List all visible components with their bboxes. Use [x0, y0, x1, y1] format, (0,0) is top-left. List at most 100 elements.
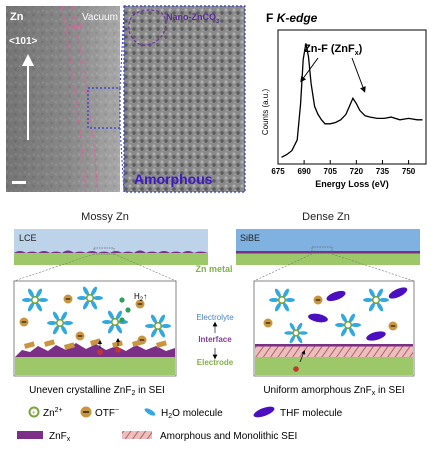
x-tick-label: 735: [376, 167, 390, 176]
svg-text:+: +: [32, 411, 36, 417]
nano-znco3-label: Nano-ZnCO3: [166, 12, 220, 25]
h2o-molecule: [284, 331, 294, 335]
crystalline-znf2: [44, 339, 55, 347]
lce-zn-metal: [14, 253, 208, 265]
thf-icon: [253, 406, 275, 418]
h2o-molecule: [282, 302, 290, 312]
lce-zoom-box: [93, 247, 115, 255]
zoom-connector-top: [119, 11, 125, 89]
h2o-molecule: [282, 288, 290, 298]
legend: + Zn2+ OTF− H2O molecule THF molecule Zn…: [17, 406, 343, 443]
sibe-amorphous-sei: [255, 346, 413, 357]
h2o-molecule: [296, 322, 303, 331]
h2o-molecule: [368, 302, 376, 312]
legend-zn-ion-label: Zn2+: [43, 407, 63, 419]
legend-h2o-label: H2O molecule: [161, 408, 223, 420]
h2o-molecule: [22, 298, 32, 302]
h2o-cluster: [47, 311, 73, 335]
x-tick-label: 705: [324, 167, 338, 176]
eels-background: [258, 6, 429, 190]
zn-ion: [85, 293, 95, 303]
peak-arrow-2: [351, 57, 366, 93]
h2o-molecule: [379, 298, 389, 302]
h2o-molecule: [60, 311, 68, 321]
zn-ion: [292, 329, 300, 337]
h2o-molecule: [351, 323, 361, 327]
thf-molecule: [366, 331, 386, 341]
legend-thf-label: THF molecule: [280, 408, 343, 419]
h2o-molecule: [376, 302, 384, 312]
sibe-molecules: [263, 287, 408, 372]
eels-peak-label: Zn-F (ZnFx): [304, 43, 363, 57]
eels-plot-frame: [277, 29, 427, 165]
lce-sei-deposits: [15, 338, 175, 357]
electron: [115, 347, 121, 353]
h2o-cluster: [22, 288, 48, 312]
sibe-znfx-layer: [255, 344, 413, 347]
h2-bubble: [125, 307, 131, 313]
h2o-molecule: [150, 314, 158, 324]
eels-xlabel: Energy Loss (eV): [315, 179, 389, 189]
left-caption: Uneven crystalline ZnF2 in SEI: [29, 385, 165, 397]
thf-molecule: [388, 287, 408, 299]
zn-ion-icon: [28, 406, 40, 418]
tem-texture: [6, 6, 120, 192]
zn-ion: [110, 317, 120, 327]
zn-ion: [153, 321, 163, 331]
znfx-icon: [17, 431, 43, 439]
zn-ion: [343, 320, 353, 330]
lce-electrolyte: [14, 229, 208, 253]
h2o-molecule: [52, 311, 60, 321]
legend-thf: THF molecule: [253, 406, 343, 419]
h2o-molecule: [115, 324, 123, 334]
legend-znfx: ZnFx: [17, 431, 71, 443]
lce-zoom-line-left: [13, 253, 95, 282]
h2o-molecule: [289, 322, 296, 331]
eels-ylabel: Counts (a.u.): [261, 89, 270, 136]
h2o-molecule: [35, 302, 43, 312]
h2o-molecule: [274, 302, 282, 312]
h2o-molecule: [52, 325, 60, 335]
h2o-molecule: [269, 298, 279, 302]
zn-ion: [277, 295, 287, 305]
h2o-molecule: [289, 335, 296, 344]
sibe-detail-electrode: [255, 357, 413, 375]
zn-metal-label: Zn metal: [195, 264, 232, 274]
sibe-zoom-box: [311, 246, 333, 254]
h2o-molecule: [93, 296, 103, 300]
electron: [97, 349, 103, 355]
sibe-electrolyte: [236, 229, 420, 253]
electron-arrow: [299, 350, 306, 363]
legend-otf-label: OTF−: [95, 407, 119, 419]
x-tick-label: 750: [402, 167, 416, 176]
sibe-cell: SiBE: [236, 229, 420, 265]
crystalline-znf2: [112, 340, 123, 348]
h2o-molecule: [90, 300, 98, 310]
h2o-molecule: [27, 288, 35, 298]
amorphous-label: Amorphous: [134, 171, 213, 187]
h2o-molecule: [63, 321, 73, 325]
legend-otf: OTF−: [80, 406, 119, 419]
h2o-cluster: [335, 313, 361, 337]
sibe-zoom-line-left: [253, 253, 313, 282]
h2o-molecule: [38, 298, 48, 302]
eels-plot-area: 675 690 705 720 735 750: [271, 29, 427, 176]
mid-electrolyte-label: Electrolyte: [196, 313, 234, 322]
h2o-molecule: [348, 327, 356, 337]
x-tick-label: 720: [350, 167, 364, 176]
electron: [293, 366, 299, 372]
lce-cell: LCE: [14, 229, 208, 265]
right-caption: Uniform amorphous ZnFx in SEI: [263, 385, 404, 397]
h2o-molecule: [82, 286, 90, 296]
zoom-image: [124, 6, 245, 192]
legend-sei-label: Amorphous and Monolithic SEI: [160, 431, 297, 442]
eels-title: F K-edge: [266, 11, 318, 25]
h2o-molecule: [335, 323, 345, 327]
dense-zn-title: Dense Zn: [302, 211, 350, 223]
sibe-zoom-line-right: [331, 253, 415, 282]
zn-ion: [30, 295, 40, 305]
zn-ion: [371, 295, 381, 305]
sei-boundary-outer: [71, 5, 99, 193]
direction-label: <101>: [9, 36, 38, 47]
h2-bubble: [119, 297, 125, 303]
